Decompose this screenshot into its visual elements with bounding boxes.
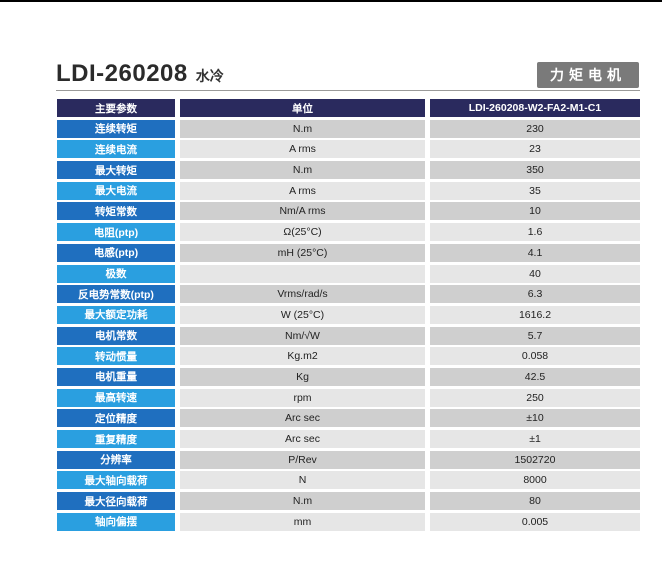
value-cell: 250	[430, 388, 640, 407]
category-badge: 力矩电机	[537, 62, 639, 88]
value-cell: ±1	[430, 430, 640, 448]
param-cell: 连续转矩	[57, 119, 175, 138]
unit-cell: A rms	[180, 181, 425, 200]
param-cell: 反电势常数(ptp)	[57, 285, 175, 304]
header-unit: 单位	[180, 99, 425, 117]
param-cell: 连续电流	[57, 140, 175, 159]
value-cell: 10	[430, 202, 640, 221]
unit-cell: Ω(25°C)	[180, 223, 425, 242]
table-row: 最大额定功耗 W (25°C) 1616.2	[57, 305, 640, 324]
param-cell: 分辨率	[57, 450, 175, 469]
param-cell: 电机常数	[57, 326, 175, 345]
param-cell: 最大转矩	[57, 161, 175, 180]
value-cell: ±10	[430, 409, 640, 428]
table-row: 分辨率 P/Rev 1502720	[57, 450, 640, 469]
header-model: LDI-260208-W2-FA2-M1-C1	[430, 99, 640, 117]
unit-cell: Vrms/rad/s	[180, 285, 425, 304]
unit-cell: N.m	[180, 161, 425, 180]
value-cell: 350	[430, 161, 640, 180]
unit-cell: Kg.m2	[180, 347, 425, 366]
value-cell: 1502720	[430, 450, 640, 469]
header-param: 主要参数	[57, 99, 175, 117]
unit-cell: Arc sec	[180, 409, 425, 428]
unit-cell: Nm/A rms	[180, 202, 425, 221]
value-cell: 23	[430, 140, 640, 159]
value-cell: 5.7	[430, 326, 640, 345]
table-row: 电机重量 Kg 42.5	[57, 367, 640, 386]
top-border-line	[0, 0, 662, 2]
value-cell: 42.5	[430, 367, 640, 386]
param-cell: 转动惯量	[57, 347, 175, 366]
table-row: 轴向偏摆 mm 0.005	[57, 512, 640, 531]
value-cell: 35	[430, 181, 640, 200]
value-cell: 6.3	[430, 285, 640, 304]
table-header-row: 主要参数 单位 LDI-260208-W2-FA2-M1-C1	[57, 99, 640, 117]
param-cell: 转矩常数	[57, 202, 175, 221]
table-row: 电感(ptp) mH (25°C) 4.1	[57, 243, 640, 262]
unit-cell: Kg	[180, 367, 425, 386]
title-divider	[56, 90, 640, 91]
table-row: 电机常数 Nm/√W 5.7	[57, 326, 640, 345]
table-row: 转动惯量 Kg.m2 0.058	[57, 347, 640, 366]
value-cell: 0.058	[430, 347, 640, 366]
unit-cell: rpm	[180, 388, 425, 407]
value-cell: 40	[430, 264, 640, 283]
value-cell: 80	[430, 492, 640, 511]
param-cell: 电感(ptp)	[57, 243, 175, 262]
page-subtitle: 水冷	[195, 68, 224, 84]
table-row: 电阻(ptp) Ω(25°C) 1.6	[57, 223, 640, 242]
table-row: 最大轴向载荷 N 8000	[57, 471, 640, 490]
table-row: 最大转矩 N.m 350	[57, 161, 640, 180]
table-row: 最大径向载荷 N.m 80	[57, 492, 640, 511]
page-title: LDI-260208	[56, 60, 188, 87]
title-area: LDI-260208 水冷	[56, 60, 224, 88]
table-body: 连续转矩 N.m 230 连续电流 A rms 23 最大转矩 N.m 350 最大电流 A rms…	[57, 119, 640, 531]
param-cell: 定位精度	[57, 409, 175, 428]
value-cell: 1616.2	[430, 305, 640, 324]
param-cell: 最大轴向载荷	[57, 471, 175, 490]
table-row: 最大电流 A rms 35	[57, 181, 640, 200]
unit-cell: W (25°C)	[180, 305, 425, 324]
param-cell: 最大径向载荷	[57, 492, 175, 511]
value-cell: 8000	[430, 471, 640, 490]
table-row: 连续电流 A rms 23	[57, 140, 640, 159]
table-row: 重复精度 Arc sec ±1	[57, 430, 640, 448]
param-cell: 电阻(ptp)	[57, 223, 175, 242]
table-row: 极数 40	[57, 264, 640, 283]
param-cell: 最大额定功耗	[57, 305, 175, 324]
param-cell: 轴向偏摆	[57, 512, 175, 531]
param-cell: 极数	[57, 264, 175, 283]
param-cell: 最高转速	[57, 388, 175, 407]
value-cell: 0.005	[430, 512, 640, 531]
unit-cell: mH (25°C)	[180, 243, 425, 262]
param-cell: 最大电流	[57, 181, 175, 200]
table-row: 连续转矩 N.m 230	[57, 119, 640, 138]
param-cell: 电机重量	[57, 367, 175, 386]
table-row: 最高转速 rpm 250	[57, 388, 640, 407]
unit-cell: A rms	[180, 140, 425, 159]
table-row: 转矩常数 Nm/A rms 10	[57, 202, 640, 221]
value-cell: 1.6	[430, 223, 640, 242]
spec-table: 主要参数 单位 LDI-260208-W2-FA2-M1-C1 连续转矩 N.m 2…	[57, 99, 640, 533]
unit-cell: N.m	[180, 119, 425, 138]
table-row: 反电势常数(ptp) Vrms/rad/s 6.3	[57, 285, 640, 304]
value-cell: 230	[430, 119, 640, 138]
param-cell: 重复精度	[57, 430, 175, 448]
unit-cell: Arc sec	[180, 430, 425, 448]
unit-cell: mm	[180, 512, 425, 531]
unit-cell: P/Rev	[180, 450, 425, 469]
unit-cell: N	[180, 471, 425, 490]
value-cell: 4.1	[430, 243, 640, 262]
unit-cell: Nm/√W	[180, 326, 425, 345]
table-row: 定位精度 Arc sec ±10	[57, 409, 640, 428]
unit-cell: N.m	[180, 492, 425, 511]
unit-cell	[180, 264, 425, 283]
